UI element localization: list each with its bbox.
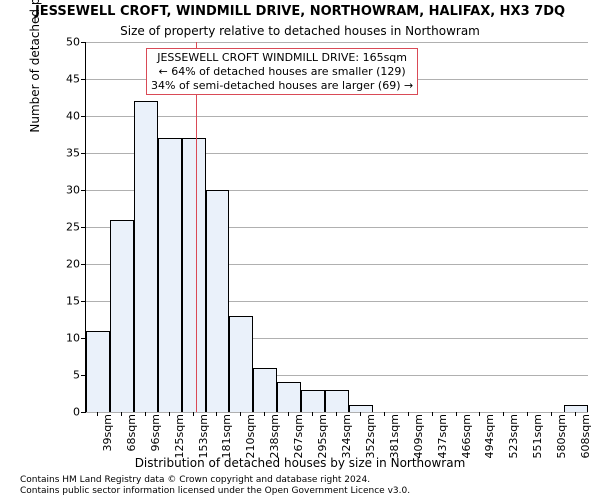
footer-attribution: Contains HM Land Registry data © Crown c…: [20, 475, 410, 496]
annotation-line3: 34% of semi-detached houses are larger (…: [151, 79, 413, 93]
x-tick-label: 68sqm: [125, 414, 138, 474]
x-tick: [456, 412, 457, 416]
x-tick-label: 238sqm: [268, 414, 281, 474]
x-tick-label: 352sqm: [364, 414, 377, 474]
x-tick-label: 295sqm: [316, 414, 329, 474]
x-tick: [360, 412, 361, 416]
y-tick: [81, 375, 85, 376]
x-tick: [216, 412, 217, 416]
y-axis-label: Number of detached properties: [28, 0, 42, 133]
y-tick: [81, 153, 85, 154]
histogram-bar: [325, 390, 349, 412]
footer-line1: Contains HM Land Registry data © Crown c…: [20, 475, 410, 485]
x-tick-label: 153sqm: [197, 414, 210, 474]
x-tick-label: 210sqm: [244, 414, 257, 474]
y-tick-label: 35: [50, 147, 80, 160]
x-tick-label: 324sqm: [340, 414, 353, 474]
histogram-bar: [158, 138, 182, 412]
x-tick: [384, 412, 385, 416]
x-tick: [145, 412, 146, 416]
annotation-box: JESSEWELL CROFT WINDMILL DRIVE: 165sqm← …: [146, 48, 418, 95]
histogram-bar: [86, 331, 110, 412]
x-tick-label: 437sqm: [436, 414, 449, 474]
y-tick-label: 20: [50, 258, 80, 271]
y-tick-label: 10: [50, 332, 80, 345]
y-tick-label: 30: [50, 184, 80, 197]
annotation-line1: JESSEWELL CROFT WINDMILL DRIVE: 165sqm: [151, 51, 413, 65]
x-tick: [288, 412, 289, 416]
y-tick-label: 45: [50, 73, 80, 86]
x-tick-label: 466sqm: [460, 414, 473, 474]
histogram-bar: [182, 138, 206, 412]
x-tick: [312, 412, 313, 416]
y-tick-label: 5: [50, 369, 80, 382]
x-tick-label: 96sqm: [149, 414, 162, 474]
histogram-bar: [253, 368, 277, 412]
x-tick-label: 608sqm: [579, 414, 592, 474]
gridline: [86, 42, 588, 43]
x-tick: [336, 412, 337, 416]
x-tick: [193, 412, 194, 416]
x-tick-label: 181sqm: [220, 414, 233, 474]
y-tick-label: 40: [50, 110, 80, 123]
histogram-bar: [564, 405, 588, 412]
histogram-bar: [349, 405, 373, 412]
x-tick: [97, 412, 98, 416]
histogram-bar: [277, 382, 301, 412]
histogram-plot-area: JESSEWELL CROFT WINDMILL DRIVE: 165sqm← …: [85, 42, 588, 413]
x-tick-label: 551sqm: [531, 414, 544, 474]
y-tick: [81, 79, 85, 80]
x-tick: [121, 412, 122, 416]
x-tick: [169, 412, 170, 416]
y-tick: [81, 412, 85, 413]
x-tick: [527, 412, 528, 416]
x-tick-label: 494sqm: [483, 414, 496, 474]
y-tick: [81, 227, 85, 228]
histogram-bar: [229, 316, 253, 412]
x-tick-label: 125sqm: [173, 414, 186, 474]
y-tick: [81, 116, 85, 117]
x-tick-label: 523sqm: [507, 414, 520, 474]
x-tick-label: 409sqm: [412, 414, 425, 474]
x-tick-label: 580sqm: [555, 414, 568, 474]
y-tick: [81, 301, 85, 302]
y-tick-label: 0: [50, 406, 80, 419]
x-tick-label: 267sqm: [292, 414, 305, 474]
x-tick-label: 381sqm: [388, 414, 401, 474]
gridline: [86, 412, 588, 413]
page-subtitle: Size of property relative to detached ho…: [0, 24, 600, 38]
y-tick-label: 25: [50, 221, 80, 234]
histogram-bar: [134, 101, 158, 412]
y-tick: [81, 338, 85, 339]
x-tick: [551, 412, 552, 416]
y-tick: [81, 42, 85, 43]
x-tick: [240, 412, 241, 416]
y-tick: [81, 264, 85, 265]
x-tick: [408, 412, 409, 416]
annotation-line2: ← 64% of detached houses are smaller (12…: [151, 65, 413, 79]
y-tick: [81, 190, 85, 191]
x-tick: [575, 412, 576, 416]
x-tick: [432, 412, 433, 416]
reference-line: [196, 42, 197, 412]
gridline: [86, 116, 588, 117]
histogram-bar: [301, 390, 325, 412]
footer-line2: Contains public sector information licen…: [20, 486, 410, 496]
x-tick-label: 39sqm: [101, 414, 114, 474]
y-tick-label: 15: [50, 295, 80, 308]
y-tick-label: 50: [50, 36, 80, 49]
page-title-address: JESSEWELL CROFT, WINDMILL DRIVE, NORTHOW…: [0, 4, 600, 19]
histogram-bar: [206, 190, 230, 412]
x-tick: [479, 412, 480, 416]
x-tick: [264, 412, 265, 416]
x-tick: [503, 412, 504, 416]
histogram-bar: [110, 220, 134, 412]
